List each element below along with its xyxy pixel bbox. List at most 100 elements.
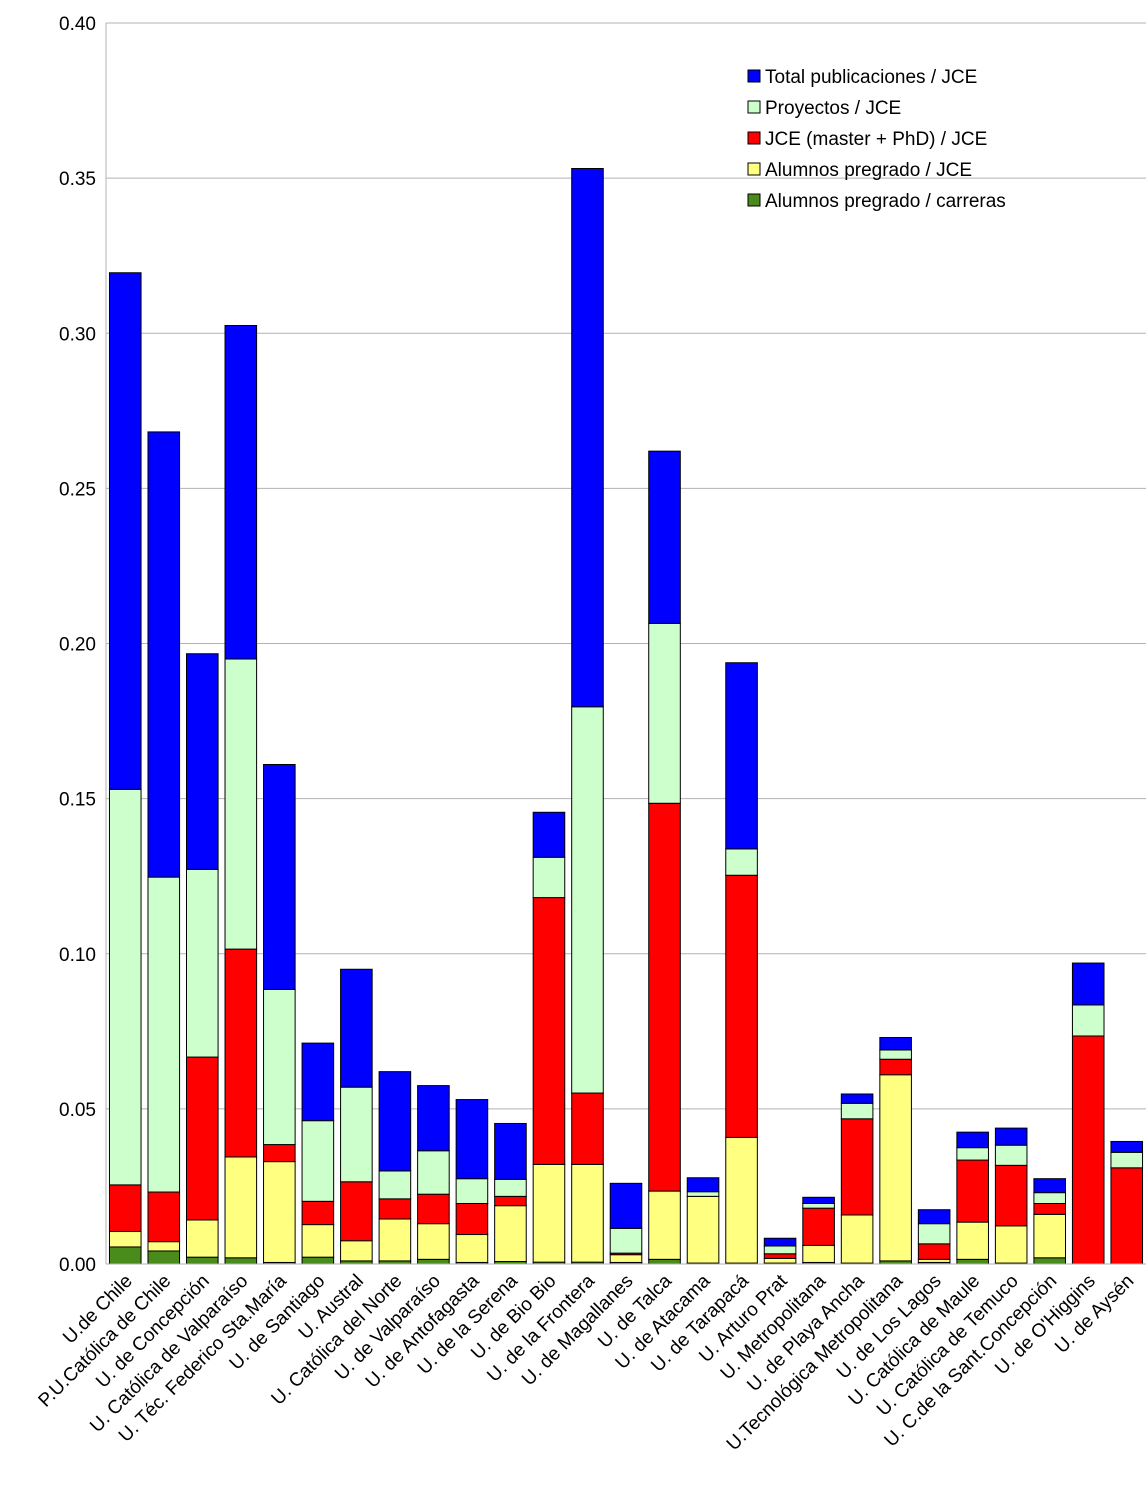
bar-segment	[1071, 1004, 1105, 1037]
legend-swatch	[747, 131, 761, 145]
bar-segment	[378, 1170, 412, 1200]
bar-segment	[417, 1258, 450, 1265]
bar-segment	[1071, 962, 1105, 1006]
bar-segment	[571, 706, 604, 1094]
bar-segment	[571, 1092, 604, 1165]
bar-segment	[417, 1223, 450, 1260]
bar-segment	[494, 1195, 527, 1207]
bar-segment	[994, 1144, 1028, 1166]
bar-segment	[455, 1178, 489, 1205]
bar-segment	[263, 763, 296, 990]
bar-segment	[725, 1136, 758, 1264]
bar-segment	[917, 1209, 951, 1225]
y-tick-label: 0.20	[59, 635, 96, 656]
bar-segment	[532, 897, 566, 1165]
bar-segment	[108, 1246, 142, 1265]
bar-segment	[378, 1218, 412, 1262]
bar-segment	[378, 1071, 412, 1172]
bar-segment	[763, 1257, 797, 1264]
bar-segment	[417, 1150, 450, 1195]
bar-segment	[455, 1203, 489, 1236]
bar-segment	[725, 848, 758, 876]
bar-segment	[263, 988, 296, 1146]
bar-segment	[147, 876, 181, 1193]
bar-segment	[186, 868, 219, 1058]
bar-segment	[802, 1203, 835, 1209]
bar-segment	[725, 662, 758, 850]
bar-segment	[956, 1159, 989, 1223]
bar-segment	[1033, 1178, 1066, 1194]
y-tick-label: 0.25	[59, 479, 96, 500]
y-tick-label: 0.40	[59, 14, 96, 35]
legend-label: Alumnos pregrado / JCE	[765, 160, 972, 181]
bar-segment	[956, 1131, 989, 1149]
bar-segment	[417, 1193, 450, 1225]
bar-segment	[224, 324, 258, 660]
bar-segment	[532, 811, 566, 858]
bar-segment	[494, 1178, 527, 1197]
bar-segment	[263, 1161, 296, 1263]
bar-segment	[686, 1191, 720, 1197]
y-tick-label: 0.15	[59, 790, 96, 811]
y-axis: 0.00 0.05 0.10 0.15 0.20 0.25 0.30 0.35 0.40	[59, 14, 107, 1276]
bar-segment	[725, 874, 758, 1138]
bar-segment	[108, 788, 142, 1186]
bar-segment	[917, 1223, 951, 1245]
bar-segment	[763, 1237, 797, 1247]
bar-segment	[147, 1250, 181, 1265]
bar-segment	[301, 1042, 335, 1122]
bar-segment	[994, 1127, 1028, 1146]
bar-segment	[1071, 1035, 1105, 1265]
bar-segment	[648, 1190, 681, 1260]
bars	[108, 168, 1144, 1265]
bar-segment	[571, 168, 604, 708]
bar-segment	[648, 1258, 681, 1265]
y-tick-label: 0.35	[59, 169, 96, 190]
bar-segment	[994, 1225, 1028, 1264]
bar-segment	[956, 1258, 989, 1265]
bar-segment	[263, 1144, 296, 1163]
bar-segment	[455, 1234, 489, 1263]
bar-segment	[301, 1120, 335, 1202]
bar-segment	[994, 1164, 1028, 1227]
bar-segment	[494, 1205, 527, 1263]
bar-segment	[879, 1049, 912, 1060]
bar-segment	[340, 1181, 373, 1242]
bar-segment	[879, 1037, 912, 1051]
legend-swatch	[747, 193, 761, 207]
bar-segment	[340, 1086, 373, 1183]
bar-segment	[879, 1074, 912, 1262]
bar-segment	[609, 1182, 643, 1229]
bar-segment	[186, 1219, 219, 1258]
legend-swatch	[747, 100, 761, 114]
y-tick-label: 0.30	[59, 324, 96, 345]
y-tick-label: 0.00	[59, 1255, 96, 1276]
legend-swatch	[747, 69, 761, 83]
y-tick-label: 0.10	[59, 945, 96, 966]
bar-segment	[648, 802, 681, 1192]
bar-segment	[378, 1198, 412, 1220]
bar-segment	[224, 1156, 258, 1259]
bar-segment	[686, 1177, 720, 1193]
bar-segment	[532, 856, 566, 899]
bar-segment	[301, 1200, 335, 1226]
bar-segment	[186, 653, 219, 870]
legend-label: JCE (master + PhD) / JCE	[765, 129, 987, 150]
bar-segment	[917, 1243, 951, 1260]
bar-segment	[1110, 1140, 1144, 1153]
legend-label: Total publicaciones / JCE	[765, 67, 977, 88]
bar-segment	[840, 1093, 874, 1104]
bar-segment	[532, 1163, 566, 1263]
bar-segment	[224, 1257, 258, 1265]
bar-segment	[147, 1241, 181, 1252]
bar-segment	[648, 450, 681, 624]
bar-segment	[340, 1240, 373, 1262]
bar-segment	[763, 1253, 797, 1259]
bar-segment	[686, 1195, 720, 1264]
bar-segment	[840, 1118, 874, 1216]
bar-segment	[840, 1102, 874, 1120]
bar-segment	[147, 1191, 181, 1243]
bar-segment	[802, 1244, 835, 1263]
bar-segment	[147, 431, 181, 878]
bar-segment	[455, 1099, 489, 1180]
